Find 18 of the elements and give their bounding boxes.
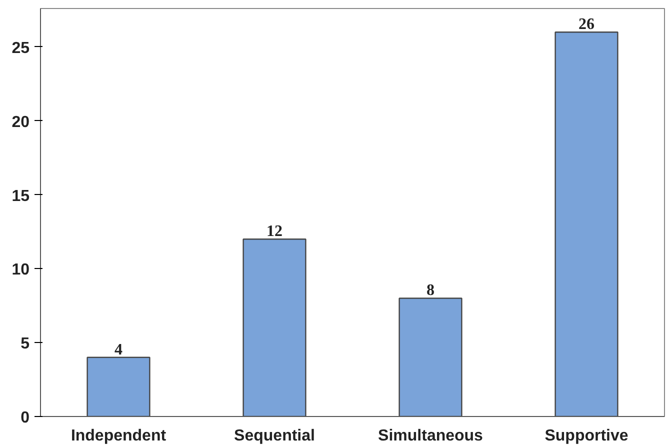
x-tick-label: Sequential: [234, 428, 315, 444]
data-label: 12: [266, 223, 282, 240]
x-tick-label: Independent: [70, 428, 167, 444]
y-tick-label: 5: [20, 336, 30, 353]
bar: [554, 32, 618, 416]
y-tick-label: 25: [12, 40, 30, 57]
bar: [398, 298, 462, 416]
x-tick-label: Simultaneous: [378, 428, 484, 444]
bar: [86, 356, 150, 416]
y-tick-label: 10: [12, 262, 30, 279]
data-label: 8: [426, 282, 434, 300]
data-label: 4: [114, 341, 122, 358]
x-tick-label: Supportive: [544, 428, 628, 444]
y-tick-label: 20: [12, 114, 30, 131]
bar: [242, 238, 306, 416]
data-label: 26: [578, 16, 594, 34]
y-tick-label: 15: [12, 188, 30, 205]
y-tick-label: 0: [20, 410, 30, 426]
